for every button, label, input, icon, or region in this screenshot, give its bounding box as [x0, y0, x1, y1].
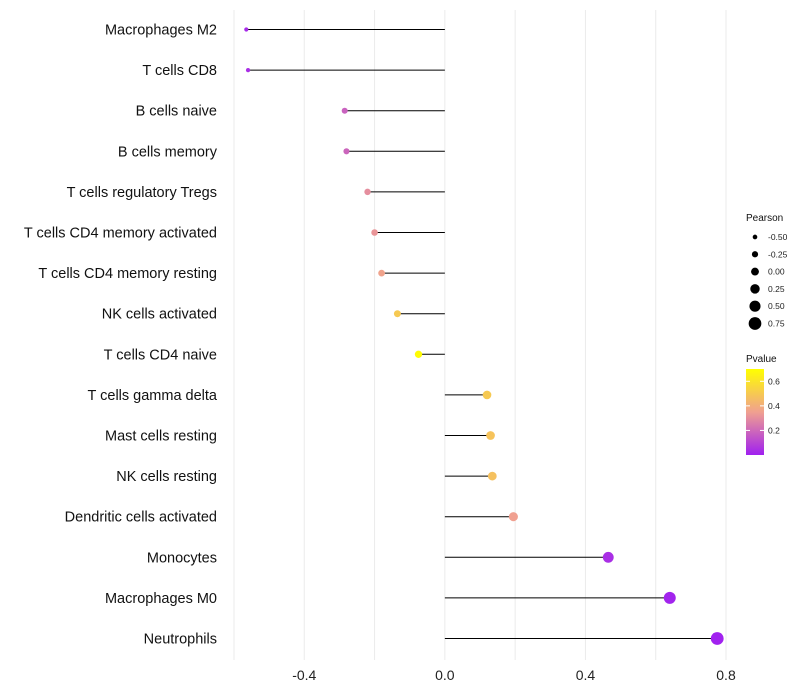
- lollipop-point: [245, 67, 251, 73]
- lollipop-point: [710, 632, 724, 645]
- lollipop-point: [486, 431, 495, 440]
- lollipop-point: [414, 350, 423, 358]
- lollipop-point: [341, 107, 348, 114]
- size-legend-key: [752, 234, 758, 240]
- x-tick-label: 0.4: [576, 667, 596, 683]
- category-label: T cells CD4 memory activated: [24, 226, 217, 242]
- category-label: B cells memory: [118, 144, 218, 160]
- size-legend-key: [748, 317, 762, 330]
- lollipop-point: [244, 27, 249, 32]
- category-labels: Macrophages M2 T cells CD8 B cells naive B …: [24, 23, 218, 648]
- size-legend-key: [751, 251, 759, 258]
- lollipop-point: [482, 390, 492, 400]
- lollipop-point: [663, 591, 676, 604]
- lollipop-point: [378, 269, 385, 277]
- x-tick-labels: -0.4 0.0 0.4 0.8: [292, 667, 736, 683]
- lollipop-point: [364, 188, 371, 196]
- size-legend-key: [749, 300, 761, 312]
- lollipop-point: [602, 551, 614, 563]
- segment-layer: [246, 29, 718, 639]
- point-layer: [244, 27, 724, 645]
- lollipop-point: [393, 310, 401, 318]
- color-legend-label: 0.4: [768, 401, 780, 411]
- color-legend-bar: [746, 369, 764, 455]
- category-label: T cells gamma delta: [88, 388, 218, 404]
- lollipop-point: [371, 229, 378, 236]
- category-label: T cells CD4 naive: [104, 347, 217, 363]
- pearson-size-legend: Pearson -0.50 -0.25 0.00 0.25 0.50 0.75: [746, 213, 788, 330]
- color-legend-title: Pvalue: [746, 354, 777, 365]
- size-legend-title: Pearson: [746, 213, 783, 224]
- lollipop-point: [343, 148, 350, 155]
- category-label: T cells regulatory Tregs: [67, 185, 217, 201]
- lollipop-point: [487, 471, 497, 481]
- x-tick-label: 0.0: [435, 667, 455, 683]
- category-label: Mast cells resting: [105, 429, 217, 445]
- category-label: T cells CD4 memory resting: [38, 266, 217, 282]
- x-tick-label: 0.8: [716, 667, 736, 683]
- category-label: Monocytes: [147, 550, 217, 566]
- size-legend-key: [750, 284, 760, 294]
- size-legend-label: 0.50: [768, 301, 785, 311]
- color-legend-label: 0.6: [768, 376, 780, 386]
- x-tick-label: -0.4: [292, 667, 316, 683]
- category-label: NK cells resting: [116, 469, 217, 485]
- color-legend-label: 0.2: [768, 425, 780, 435]
- size-legend-label: 0.75: [768, 319, 785, 329]
- pvalue-color-legend: Pvalue 0.2 0.4 0.6: [746, 354, 780, 455]
- category-label: T cells CD8: [142, 63, 217, 79]
- size-legend-label: 0.25: [768, 284, 785, 294]
- size-legend-label: 0.00: [768, 267, 785, 277]
- size-legend-key: [751, 267, 759, 276]
- grid-layer: [233, 10, 727, 660]
- size-legend-label: -0.25: [768, 249, 788, 259]
- category-label: Macrophages M2: [105, 23, 217, 39]
- lollipop-point: [508, 512, 518, 522]
- category-label: NK cells activated: [102, 307, 217, 323]
- category-label: Dendritic cells activated: [65, 510, 217, 526]
- category-label: Neutrophils: [144, 632, 217, 648]
- category-label: Macrophages M0: [105, 591, 217, 607]
- category-label: B cells naive: [136, 104, 217, 120]
- size-legend-label: -0.50: [768, 232, 788, 242]
